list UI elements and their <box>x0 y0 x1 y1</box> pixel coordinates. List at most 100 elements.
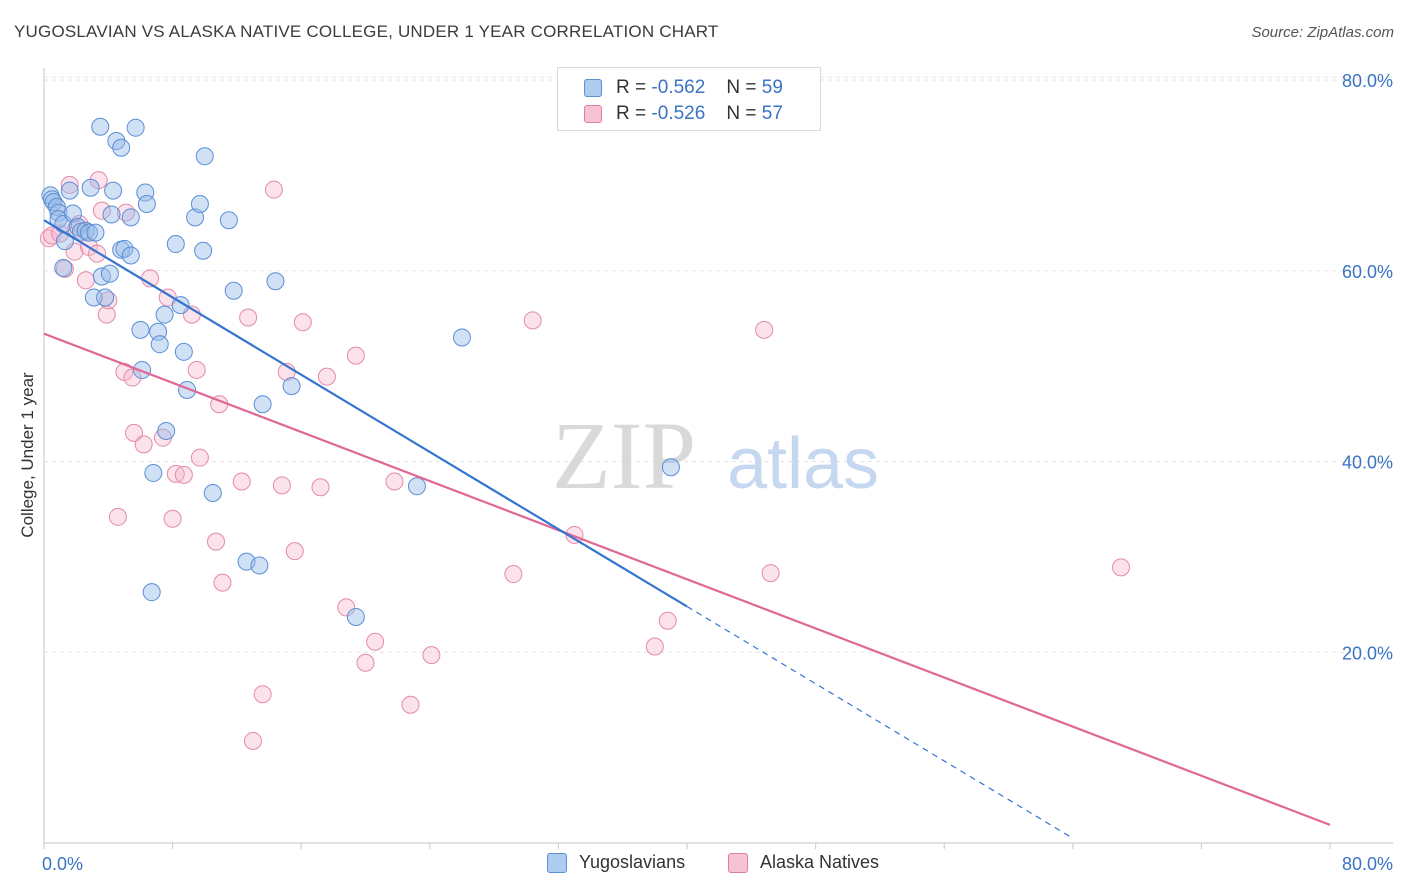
yugoslavians-point <box>195 147 214 166</box>
alaska-natives-point <box>174 465 193 484</box>
yugoslavians-point <box>150 335 169 354</box>
alaska-natives-point <box>504 565 523 584</box>
alaska-natives-point <box>99 291 118 310</box>
alaska-natives-point <box>346 346 365 365</box>
axes <box>43 68 1393 849</box>
yugoslavians-point <box>186 208 205 227</box>
yugoslavians-point <box>190 194 209 213</box>
alaska-natives-point <box>232 472 251 491</box>
yugoslavians-point <box>194 241 213 260</box>
alaska-natives-point <box>190 448 209 467</box>
alaska-natives-point <box>755 320 774 339</box>
y-axis-label: College, Under 1 year <box>18 372 37 538</box>
legend-n-label: N = <box>726 77 757 98</box>
yugoslavians-point <box>203 483 222 502</box>
legend-n-value: 57 <box>761 103 783 124</box>
yugoslavians-point <box>133 360 152 379</box>
yugoslavians-point <box>155 305 174 324</box>
yugoslavians-point <box>407 477 426 496</box>
yugoslavians-point <box>80 223 99 242</box>
alaska-natives-point <box>285 542 304 561</box>
alaska-natives-point <box>311 478 330 497</box>
yugoslavians-point <box>121 246 140 265</box>
yugoslavians-point <box>266 272 285 291</box>
alaska-natives-point <box>761 564 780 583</box>
yugoslavians-point <box>96 288 115 307</box>
alaska-natives-point <box>55 259 74 278</box>
legend-row-alaska-natives: R = -0.526 N = 57 <box>584 102 783 126</box>
bottom-legend-alaska-natives[interactable]: Alaska Natives <box>728 852 879 873</box>
yugoslavians-point <box>49 203 68 222</box>
legend-r-value: -0.562 <box>651 77 706 98</box>
legend-r-value: -0.526 <box>651 103 706 124</box>
legend-n-value: 59 <box>761 77 783 98</box>
alaska-natives-point <box>293 313 312 332</box>
watermark-atlas: atlas <box>727 424 879 504</box>
yugoslavians-point <box>63 204 82 223</box>
yugoslavians-point <box>157 421 176 440</box>
alaska-natives-point <box>264 180 283 199</box>
alaska-natives-point <box>272 476 291 495</box>
legend-r-label: R = <box>616 103 647 124</box>
alaska-natives-trendline <box>43 332 1331 826</box>
alaska-natives-point <box>92 201 111 220</box>
source-label: Source: ZipAtlas.com <box>1251 24 1394 41</box>
yugoslavians-point <box>144 463 163 482</box>
yugoslavians-point <box>100 264 119 283</box>
alaska-natives-point <box>401 695 420 714</box>
legend-n-label: N = <box>726 103 757 124</box>
yugoslavians-point <box>104 181 123 200</box>
alaska-natives-point <box>243 731 262 750</box>
yugoslavians-point <box>131 320 150 339</box>
yugoslavians-point <box>219 211 238 230</box>
legend-swatch-blue <box>584 79 602 97</box>
y-tick-label: 80.0% <box>1342 71 1393 91</box>
yugoslavians-point <box>250 556 269 575</box>
yugoslavians-point <box>282 377 301 396</box>
legend-swatch-blue <box>547 852 567 873</box>
alaska-natives-point <box>337 598 356 617</box>
alaska-natives-point <box>356 653 375 672</box>
alaska-natives-point <box>422 646 441 665</box>
yugoslavians-points <box>41 117 680 626</box>
yugoslavians-point <box>126 118 145 137</box>
alaska-natives-point <box>385 472 404 491</box>
yugoslavians-point <box>54 258 73 277</box>
yugoslavians-point <box>121 208 140 227</box>
chart-title: YUGOSLAVIAN VS ALASKA NATIVE COLLEGE, UN… <box>14 22 719 41</box>
alaska-natives-point <box>658 611 677 630</box>
yugoslavians-point <box>115 239 134 258</box>
yugoslavians-point <box>60 181 79 200</box>
alaska-natives-point <box>213 573 232 592</box>
alaska-natives-point <box>76 271 95 290</box>
yugoslavians-point <box>81 178 100 197</box>
alaska-natives-point <box>134 435 153 454</box>
yugoslavians-point <box>224 281 243 300</box>
alaska-natives-point <box>523 311 542 330</box>
legend-swatch-pink <box>584 105 602 123</box>
legend-swatch-pink <box>728 852 748 873</box>
yugoslavians-point <box>137 194 156 213</box>
yugoslavians-point <box>86 223 105 242</box>
yugoslavians-point <box>91 117 110 136</box>
y-tick-label: 40.0% <box>1342 453 1393 473</box>
alaska-natives-point <box>116 203 135 222</box>
bottom-legend-label: Alaska Natives <box>760 852 880 872</box>
yugoslavians-point <box>661 458 680 477</box>
alaska-natives-point <box>108 507 127 526</box>
yugoslavians-trendline-extension <box>686 605 1074 839</box>
bottom-legend-label: Yugoslavians <box>579 852 686 872</box>
alaska-natives-point <box>239 308 258 327</box>
legend-row-yugoslavians: R = -0.562 N = 59 <box>584 76 783 100</box>
y-tick-label: 60.0% <box>1342 262 1393 282</box>
alaska-natives-point <box>366 632 385 651</box>
bottom-legend-yugoslavians[interactable]: Yugoslavians <box>547 852 685 873</box>
yugoslavians-point <box>452 328 471 347</box>
yugoslavians-point <box>136 183 155 202</box>
bottom-legend: Yugoslavians Alaska Natives <box>0 852 1406 878</box>
yugoslavians-point <box>346 607 365 626</box>
watermark-zip: ZIP <box>552 402 696 509</box>
legend-r-label: R = <box>616 77 647 98</box>
yugoslavians-point <box>44 193 63 212</box>
